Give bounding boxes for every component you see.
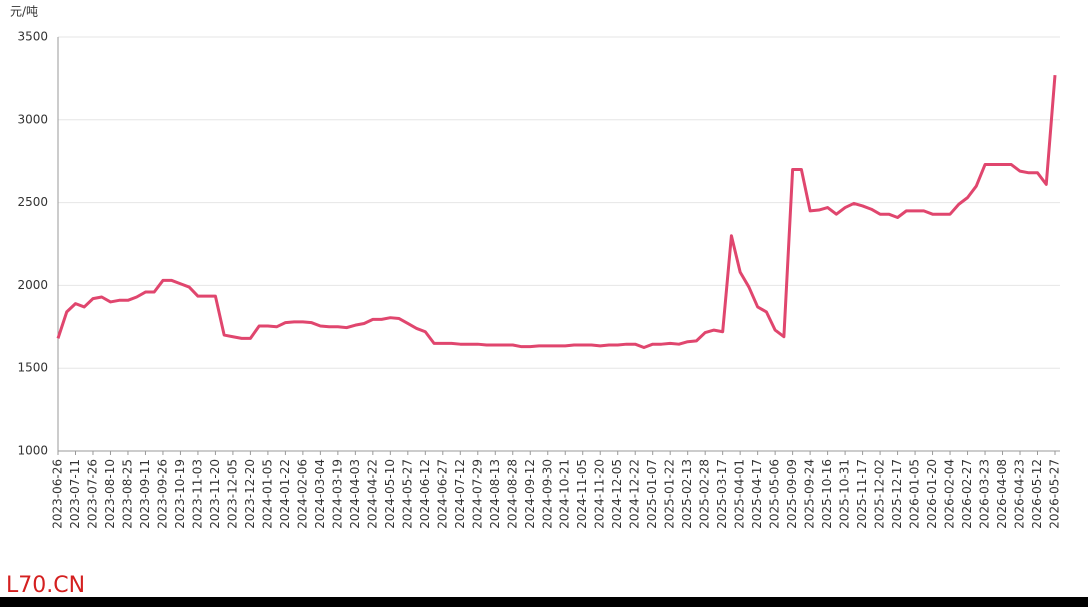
- x-tick-label: 2023-07-26: [85, 459, 99, 529]
- x-tick-label: 2025-10-16: [820, 459, 834, 529]
- x-tick-label: 2024-09-30: [540, 459, 554, 529]
- x-tick-label: 2024-11-20: [593, 459, 607, 529]
- y-tick-label: 1000: [17, 444, 48, 458]
- x-tick-label: 2023-07-11: [68, 459, 82, 529]
- x-tick-label: 2025-04-01: [733, 459, 747, 529]
- x-tick-label: 2026-01-05: [908, 459, 922, 529]
- x-tick-label: 2026-01-20: [925, 459, 939, 529]
- x-tick-label: 2023-12-05: [225, 459, 239, 529]
- x-tick-label: 2025-09-09: [785, 459, 799, 529]
- x-tick-label: 2023-09-11: [138, 459, 152, 529]
- x-tick-label: 2024-01-05: [260, 459, 274, 529]
- x-tick-label: 2025-02-28: [698, 459, 712, 529]
- x-tick-label: 2024-04-22: [365, 459, 379, 529]
- x-tick-label: 2025-01-22: [663, 459, 677, 529]
- x-tick-label: 2024-01-22: [278, 459, 292, 529]
- y-tick-label: 1500: [17, 361, 48, 375]
- x-tick-label: 2026-05-12: [1030, 459, 1044, 529]
- x-tick-label: 2025-03-17: [715, 459, 729, 529]
- x-tick-label: 2024-09-12: [523, 459, 537, 529]
- x-tick-label: 2026-04-23: [1013, 459, 1027, 529]
- x-tick-label: 2023-11-20: [208, 459, 222, 529]
- y-tick-label: 3500: [17, 30, 48, 44]
- y-tick-label: 2000: [17, 278, 48, 292]
- x-tick-label: 2023-08-25: [120, 459, 134, 529]
- x-tick-label: 2023-11-03: [190, 459, 204, 529]
- x-tick-label: 2024-02-06: [295, 459, 309, 529]
- x-tick-label: 2024-11-05: [575, 459, 589, 529]
- x-tick-label: 2024-07-12: [453, 459, 467, 529]
- y-axis-unit: 元/吨: [10, 5, 38, 19]
- x-tick-label: 2025-09-24: [803, 459, 817, 529]
- x-tick-label: 2023-09-26: [155, 459, 169, 529]
- x-tick-label: 2024-06-12: [418, 459, 432, 529]
- y-tick-label: 2500: [17, 195, 48, 209]
- x-tick-label: 2024-07-29: [470, 459, 484, 529]
- x-tick-label: 2026-02-27: [960, 459, 974, 529]
- x-tick-label: 2024-08-28: [505, 459, 519, 529]
- watermark: L70.CN: [6, 573, 85, 598]
- x-tick-label: 2025-01-07: [645, 459, 659, 529]
- x-tick-label: 2024-03-04: [313, 459, 327, 529]
- x-tick-label: 2026-04-08: [995, 459, 1009, 529]
- x-tick-label: 2024-04-03: [348, 459, 362, 529]
- x-tick-label: 2026-05-27: [1048, 459, 1062, 529]
- x-tick-label: 2024-03-19: [330, 459, 344, 529]
- x-tick-label: 2023-10-19: [173, 459, 187, 529]
- x-tick-label: 2023-12-20: [243, 459, 257, 529]
- bottom-bar: [0, 597, 1088, 607]
- y-tick-label: 3000: [17, 112, 48, 126]
- x-tick-label: 2024-06-27: [435, 459, 449, 529]
- x-tick-label: 2024-10-21: [558, 459, 572, 529]
- x-tick-label: 2024-05-27: [400, 459, 414, 529]
- x-tick-label: 2026-03-23: [978, 459, 992, 529]
- x-tick-label: 2026-02-04: [943, 459, 957, 529]
- x-tick-label: 2025-12-17: [890, 459, 904, 529]
- x-tick-label: 2025-10-31: [838, 459, 852, 529]
- x-tick-label: 2024-05-10: [383, 459, 397, 529]
- x-tick-label: 2025-04-17: [750, 459, 764, 529]
- x-tick-label: 2024-08-13: [488, 459, 502, 529]
- x-tick-label: 2025-02-13: [680, 459, 694, 529]
- x-tick-label: 2024-12-22: [628, 459, 642, 529]
- x-tick-label: 2025-11-17: [855, 459, 869, 529]
- x-tick-label: 2023-08-10: [103, 459, 117, 529]
- x-tick-label: 2025-05-06: [768, 459, 782, 529]
- x-tick-label: 2025-12-02: [873, 459, 887, 529]
- x-tick-label: 2024-12-05: [610, 459, 624, 529]
- x-tick-label: 2023-06-26: [51, 459, 65, 529]
- line-series: [56, 74, 1057, 349]
